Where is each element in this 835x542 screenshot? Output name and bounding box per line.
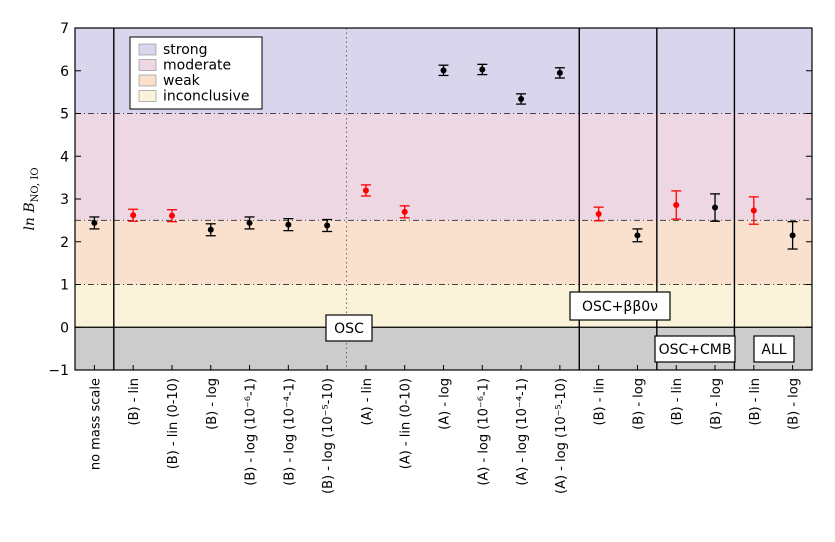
data-point-group	[89, 216, 100, 230]
data-point-group	[166, 209, 177, 223]
data-point	[285, 221, 292, 228]
data-point-group	[322, 218, 333, 233]
group-label-frame	[654, 335, 736, 363]
legend-label: strong	[163, 42, 208, 58]
x-tick-label: no mass scale	[88, 378, 103, 470]
band-moderate	[75, 113, 812, 221]
data-point-group	[748, 196, 759, 225]
group-label-frame	[753, 335, 795, 363]
x-tick-label: (B) - lin	[127, 378, 142, 425]
data-point-group	[244, 216, 255, 230]
data-point	[246, 219, 253, 226]
data-point	[634, 232, 641, 239]
data-points	[89, 63, 798, 250]
data-point	[750, 207, 757, 214]
legend-swatch	[138, 43, 157, 56]
band-inconclusive	[75, 284, 812, 328]
group-label-text: OSC+CMB	[659, 342, 732, 358]
data-point-group	[593, 206, 604, 222]
data-point	[401, 208, 408, 215]
evidence-bands	[75, 28, 812, 370]
data-point	[673, 201, 680, 208]
x-tick-label: (A) - lin	[360, 378, 375, 425]
data-point	[207, 226, 214, 233]
band-weak	[75, 220, 812, 285]
data-point-group	[671, 190, 682, 220]
x-tick-label: (B) - log	[709, 378, 724, 430]
data-point-group	[516, 93, 527, 105]
data-point-group	[399, 205, 410, 219]
x-axis: no mass scale (B) - lin (B) - lin (0-10) (B…	[88, 365, 802, 494]
data-point	[595, 210, 602, 217]
data-point-group	[477, 63, 488, 76]
data-point	[712, 204, 719, 211]
data-point-group	[710, 193, 721, 222]
x-tick-label: (B) - lin	[593, 378, 608, 425]
y-tick-label: 3	[60, 192, 69, 208]
y-tick-label: 6	[60, 64, 69, 80]
legend-label: inconclusive	[163, 89, 249, 105]
data-point-group	[438, 64, 449, 77]
x-tick-label: (A) - lin (0-10)	[399, 378, 414, 469]
legend-label: weak	[163, 73, 201, 89]
data-point	[556, 69, 563, 76]
y-tick-label: 2	[60, 235, 69, 251]
data-point	[362, 187, 369, 194]
x-tick-label: (B) - lin	[670, 378, 685, 425]
x-tick-label: (A) - log (10⁻⁶-1)	[476, 378, 491, 486]
group-label-frame	[569, 291, 671, 321]
data-point-group	[787, 221, 798, 250]
legend-label: moderate	[163, 58, 231, 74]
group-label-frame	[325, 314, 373, 342]
group-label-text: ALL	[761, 342, 786, 358]
data-point	[479, 66, 486, 73]
y-tick-label: 1	[60, 278, 69, 294]
x-tick-label: (B) - log (10⁻⁴-1)	[282, 378, 297, 486]
group-label-text: OSC+ββ0ν	[582, 299, 658, 315]
x-tick-label: (B) - log (10⁻⁶-1)	[244, 378, 259, 486]
x-tick-label: (B) - log	[205, 378, 220, 430]
group-label-box: ALL	[753, 335, 795, 363]
legend-swatch	[138, 90, 157, 102]
data-point-group	[554, 67, 565, 79]
y-tick-label: 4	[60, 149, 69, 165]
x-tick-label: (B) - lin	[748, 378, 763, 425]
group-labels: OSC OSC+ββ0ν OSC+CMB ALL	[325, 291, 795, 363]
x-tick-label: (B) - log	[787, 378, 802, 430]
y-axis: −1 0 1 2 3 4 5 6 7	[48, 21, 812, 379]
data-point	[91, 219, 98, 226]
data-point-group	[205, 223, 216, 237]
y-tick-label: 0	[60, 320, 69, 336]
x-tick-label: (B) - lin (0-10)	[166, 378, 181, 469]
data-point	[518, 95, 525, 102]
data-point	[440, 67, 447, 74]
legend-swatch	[138, 74, 157, 87]
data-point-group	[360, 184, 371, 197]
data-point	[130, 212, 137, 219]
group-label-box: OSC+ββ0ν	[569, 291, 671, 321]
data-point-group	[283, 218, 294, 232]
x-tick-label: (A) - log	[438, 378, 453, 430]
x-tick-label: (B) - log (10⁻⁵-10)	[321, 378, 336, 494]
group-label-box: OSC+CMB	[654, 335, 736, 363]
group-label-box: OSC	[325, 314, 373, 342]
data-point	[168, 212, 175, 219]
data-point-group	[128, 208, 139, 222]
x-tick-label: (A) - log (10⁻⁴-1)	[515, 378, 530, 486]
data-point-group	[632, 228, 643, 243]
y-tick-label: 5	[60, 107, 69, 123]
x-tick-label: (B) - log	[631, 378, 646, 430]
legend-swatch	[138, 59, 157, 71]
threshold-lines	[75, 113, 812, 328]
y-tick-label: 7	[60, 21, 69, 37]
y-axis-label: ln BNO, IO	[22, 167, 41, 230]
y-tick-label: −1	[48, 363, 69, 379]
data-point	[324, 222, 331, 229]
x-tick-label: (A) - log (10⁻⁵-10)	[554, 378, 569, 494]
data-point	[789, 232, 796, 239]
group-label-text: OSC	[334, 321, 364, 337]
